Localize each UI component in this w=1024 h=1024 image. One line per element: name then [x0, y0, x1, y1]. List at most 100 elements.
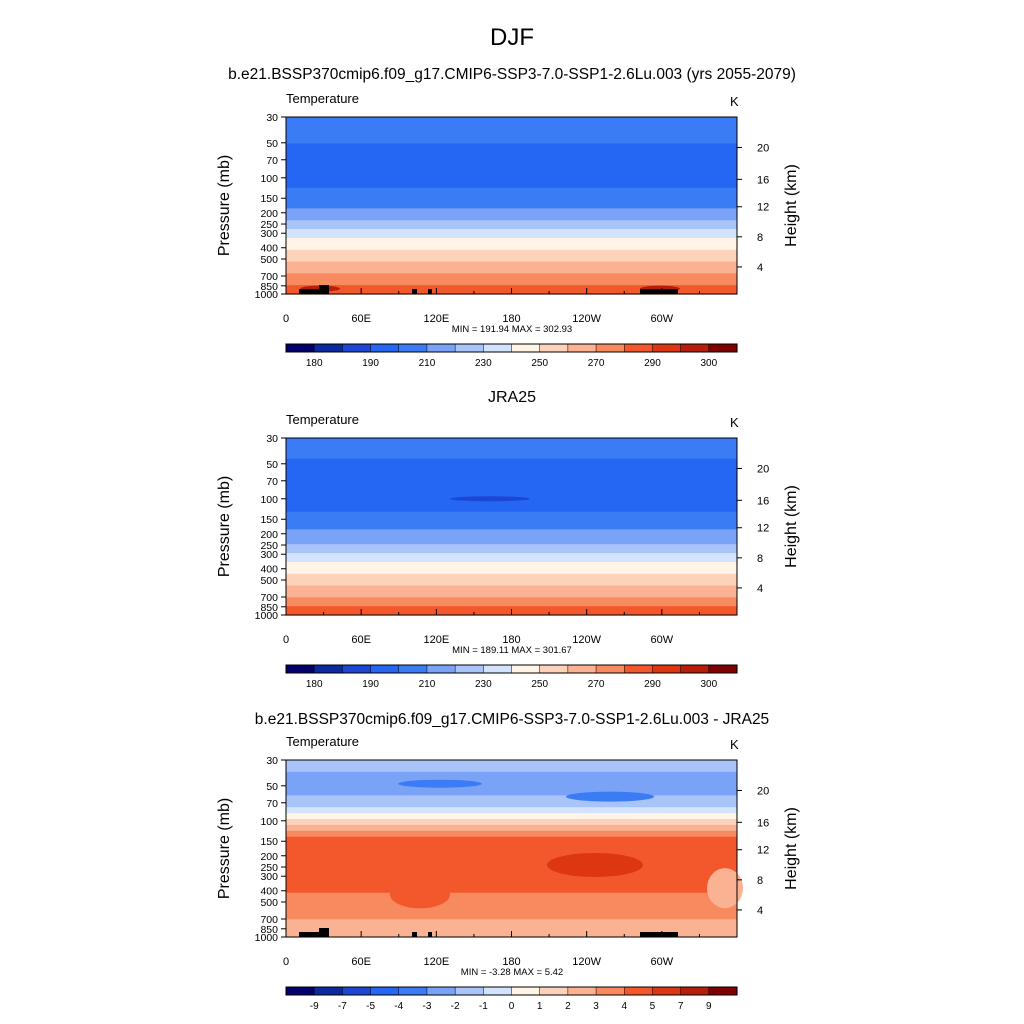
colorbar-swatch: [680, 664, 710, 674]
pressure-tick-label: 400: [260, 243, 278, 255]
topography-mask: [319, 285, 329, 294]
colorbar-swatch: [483, 986, 513, 996]
colorbar-label: -1: [479, 1001, 488, 1012]
longitude-tick-label: 180: [502, 313, 520, 325]
contour-band: [286, 821, 737, 826]
contour-band: [286, 514, 737, 519]
contour-band: [286, 134, 737, 139]
colorbar-swatch: [595, 664, 625, 674]
contour-band: [286, 211, 737, 215]
topography-mask: [299, 932, 329, 937]
contour-band: [286, 276, 737, 280]
colorbar-swatch: [539, 343, 569, 353]
y-axis-title-left: Pressure (mb): [216, 155, 233, 256]
y-axis-title-left: Pressure (mb): [216, 798, 233, 899]
contour-band: [286, 774, 737, 779]
colorbar-label: 270: [588, 358, 605, 369]
colorbar-label: 9: [706, 1001, 712, 1012]
colorbar-swatch: [511, 986, 541, 996]
contour-band: [286, 573, 737, 578]
contour-band: [286, 591, 737, 595]
contour-band: [286, 193, 737, 198]
pressure-tick-label: 1000: [255, 932, 279, 944]
contour-band: [286, 813, 737, 817]
contour-band: [286, 558, 737, 563]
contour-band: [286, 119, 737, 124]
colorbar-label: 290: [644, 679, 661, 690]
height-tick-label: 16: [757, 817, 769, 829]
contour-band: [286, 777, 737, 782]
contour-band: [286, 476, 737, 480]
contour-band: [286, 886, 737, 891]
pressure-tick-label: 500: [260, 575, 278, 587]
colorbar-label: 300: [700, 358, 717, 369]
contour-band: [286, 851, 737, 855]
contour-band: [286, 261, 737, 266]
longitude-tick-label: 120W: [572, 956, 601, 968]
longitude-tick-label: 120E: [423, 313, 449, 325]
colorbar-label: -3: [422, 1001, 431, 1012]
pressure-tick-label: 150: [260, 514, 278, 526]
topography-mask: [640, 289, 678, 294]
contour-band: [286, 282, 737, 286]
contour-band: [286, 553, 737, 557]
longitude-tick-label: 60W: [651, 313, 674, 325]
min-max-stats: MIN = -3.28 MAX = 5.42: [461, 967, 563, 978]
colorbar-frame: [285, 343, 738, 353]
contour-band: [286, 140, 737, 145]
colorbar-label: 4: [621, 1001, 627, 1012]
contour-band: [286, 285, 737, 289]
pressure-tick-label: 500: [260, 254, 278, 266]
contour-band: [286, 240, 737, 245]
contour-band: [286, 167, 737, 171]
plot-area: [286, 438, 737, 616]
contour-band: [286, 502, 737, 507]
contour-band: [286, 464, 737, 469]
contour-band: [286, 810, 737, 814]
contour-band: [286, 131, 737, 136]
contour-band: [286, 117, 737, 121]
colorbar-label: 210: [419, 358, 436, 369]
colorbar-swatch: [595, 343, 625, 353]
pressure-tick-label: 400: [260, 564, 278, 576]
pressure-tick-label: 200: [260, 529, 278, 541]
topography-mask: [428, 289, 432, 294]
contour-band: [286, 860, 737, 864]
contour-band: [286, 798, 737, 802]
colorbar-label: 230: [475, 679, 492, 690]
colorbar-label: -4: [394, 1001, 403, 1012]
height-tick-label: 20: [757, 463, 769, 475]
contour-band: [286, 443, 737, 448]
contour-band: [286, 125, 737, 130]
contour-band: [286, 535, 737, 539]
contour-band: [286, 842, 737, 847]
colorbar-label: 190: [362, 679, 379, 690]
contour-band: [286, 925, 737, 929]
contour-band: [286, 178, 737, 183]
height-tick-label: 12: [757, 845, 769, 857]
contour-band: [286, 187, 737, 192]
pressure-tick-label: 30: [266, 755, 278, 767]
contour-band: [286, 499, 737, 504]
colorbar-swatch: [342, 664, 372, 674]
pressure-tick-label: 250: [260, 862, 278, 874]
pressure-tick-label: 70: [266, 476, 278, 488]
contour-patch: [390, 880, 450, 909]
contour-band: [286, 889, 737, 894]
contour-band: [286, 273, 737, 277]
topography-mask: [319, 928, 329, 937]
colorbar-label: 1: [537, 1001, 543, 1012]
contour-band: [286, 279, 737, 283]
contour-band: [286, 258, 737, 263]
contour-band: [286, 232, 737, 236]
pressure-tick-label: 100: [260, 173, 278, 185]
contour-band: [286, 158, 737, 162]
height-tick-label: 20: [757, 142, 769, 154]
pressure-tick-label: 850: [260, 602, 278, 614]
min-max-stats: MIN = 191.94 MAX = 302.93: [452, 324, 572, 335]
contour-band: [286, 576, 737, 581]
contour-band: [286, 202, 737, 207]
colorbar-swatch: [426, 986, 456, 996]
colorbar-label: 3: [593, 1001, 599, 1012]
contour-band: [286, 883, 737, 888]
